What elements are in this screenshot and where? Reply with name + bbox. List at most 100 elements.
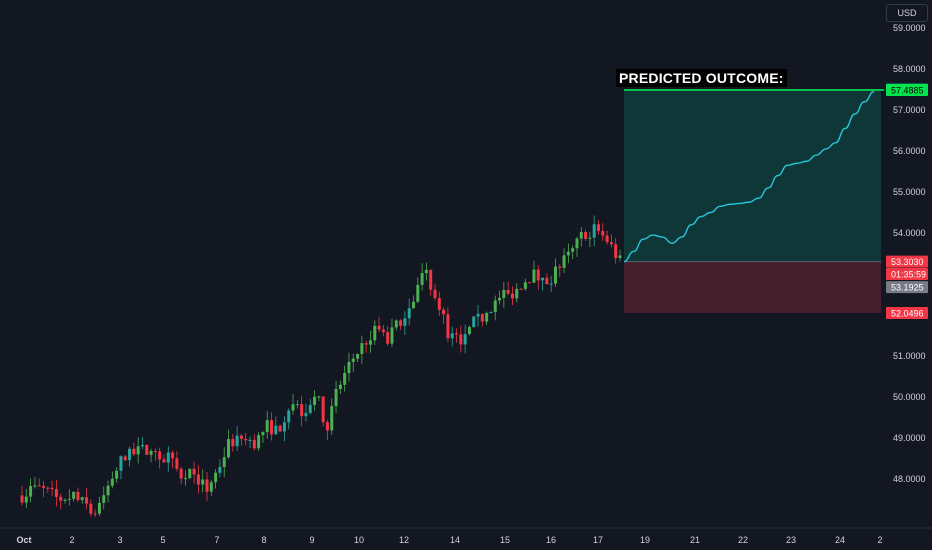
candle: [110, 471, 114, 489]
date-tick-label: 23: [786, 535, 796, 545]
candle: [183, 470, 187, 486]
candle-body: [128, 448, 132, 461]
price-tick-label: 55.0000: [893, 187, 926, 197]
candle-body: [291, 404, 295, 411]
candle-body: [609, 242, 613, 245]
candle-body: [171, 452, 175, 459]
candle-body: [89, 503, 93, 514]
candle: [196, 465, 200, 494]
candle: [97, 496, 101, 517]
price-badge: [886, 83, 928, 96]
candle: [46, 486, 50, 494]
candle: [373, 320, 377, 345]
candle-body: [222, 457, 226, 467]
candle-body: [433, 289, 437, 299]
candle-body: [153, 450, 157, 452]
candle: [313, 390, 317, 411]
candle: [584, 229, 588, 241]
candle: [85, 487, 89, 509]
candle: [37, 478, 41, 487]
candle-body: [618, 255, 622, 258]
candle: [115, 467, 119, 483]
candle: [446, 307, 450, 343]
candle-body: [20, 495, 24, 503]
candle: [270, 412, 274, 441]
price-badge: [886, 281, 928, 294]
candle: [330, 398, 334, 435]
candle: [119, 455, 123, 480]
currency-selector[interactable]: USD: [886, 4, 928, 22]
candle: [244, 433, 248, 446]
candle-body: [506, 289, 510, 294]
candle-body: [42, 485, 46, 488]
candle-body: [381, 329, 385, 333]
candle: [364, 340, 368, 353]
candle-body: [596, 224, 600, 231]
candle: [459, 325, 463, 353]
price-tick-label: 58.0000: [893, 64, 926, 74]
candle-body: [519, 288, 523, 290]
candle-body: [553, 266, 557, 284]
candle-body: [29, 486, 33, 497]
date-tick-label: 19: [640, 535, 650, 545]
candle: [300, 395, 304, 427]
candle: [24, 489, 28, 509]
candle-body: [287, 410, 291, 423]
candle: [437, 291, 441, 317]
candle: [386, 326, 390, 347]
candle: [282, 416, 286, 442]
candle-body: [304, 412, 308, 417]
candle: [291, 394, 295, 415]
candle: [403, 311, 407, 336]
candle-body: [201, 479, 205, 485]
candle: [502, 282, 506, 308]
candle-body: [54, 489, 58, 497]
candle-body: [463, 334, 467, 345]
price-badge-label: 53.3030: [891, 257, 924, 267]
candle-body: [588, 237, 592, 239]
candle: [510, 286, 514, 306]
date-axis[interactable]: Oct 2 3 5 7 8 9 10 12 14 15 16 17 19 21 22 23 24 2: [0, 527, 932, 545]
candle-body: [46, 487, 50, 489]
candle: [123, 454, 127, 461]
candle: [214, 469, 218, 489]
price-axis[interactable]: 59.0000 58.0000 57.0000 56.0000 55.0000 54.00…: [886, 23, 928, 484]
candle: [188, 468, 192, 480]
candle-body: [330, 406, 334, 431]
price-badge-label: 52.0496: [891, 308, 924, 318]
candle: [601, 223, 605, 241]
candle: [218, 459, 222, 478]
candle: [523, 278, 527, 292]
candle-body: [119, 456, 123, 471]
candle: [231, 433, 235, 452]
candle: [252, 434, 256, 451]
candle: [136, 437, 140, 464]
candle: [609, 234, 613, 248]
candle: [347, 352, 351, 382]
candle-body: [261, 432, 265, 436]
candle-body: [67, 498, 71, 500]
candle-body: [140, 444, 144, 447]
date-tick-label: 3: [117, 535, 122, 545]
candle: [549, 275, 553, 292]
price-tick-label: 57.0000: [893, 105, 926, 115]
candle-body: [545, 277, 549, 285]
candle-body: [244, 438, 248, 441]
price-badge: [886, 255, 928, 268]
candle-body: [614, 244, 618, 258]
candle-body: [209, 482, 213, 492]
candle: [59, 493, 63, 510]
candle: [558, 263, 562, 277]
date-tick-label: 16: [546, 535, 556, 545]
candle: [545, 273, 549, 285]
date-tick-label: 15: [500, 535, 510, 545]
date-tick-label: 10: [354, 535, 364, 545]
candle-body: [493, 300, 497, 312]
candle: [592, 215, 596, 246]
candle-body: [188, 468, 192, 479]
candle-body: [123, 456, 127, 461]
candle: [29, 478, 33, 503]
candle-body: [136, 446, 140, 455]
candle: [394, 319, 398, 331]
